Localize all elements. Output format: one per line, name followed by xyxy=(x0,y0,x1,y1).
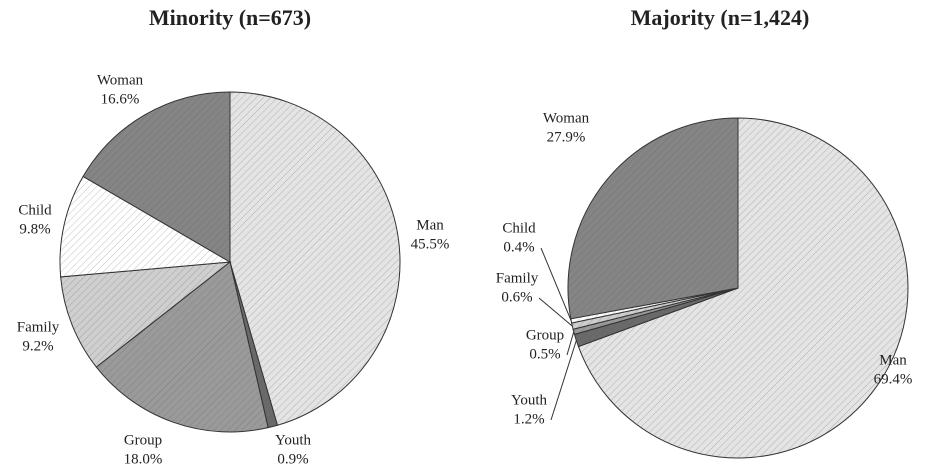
chart-title: Majority (n=1,424) xyxy=(631,5,810,30)
slice-label: Group xyxy=(124,432,162,448)
slice-label: Child xyxy=(502,220,536,236)
slice-hatch xyxy=(83,92,230,262)
leader-line xyxy=(540,247,572,322)
slice-hatch xyxy=(574,288,738,347)
slice-label: Youth xyxy=(275,432,311,448)
leader-line xyxy=(538,297,573,327)
slice-label: Family xyxy=(496,270,539,286)
leader-line xyxy=(566,331,575,356)
slice-value: 0.6% xyxy=(501,289,532,305)
slice-value: 0.5% xyxy=(529,346,560,362)
slice-label: Youth xyxy=(511,392,547,408)
slice-value: 9.8% xyxy=(19,221,50,237)
slice-label: Family xyxy=(17,319,60,335)
slice-value: 27.9% xyxy=(547,129,586,145)
slice-value: 18.0% xyxy=(124,451,163,467)
slice-value: 9.2% xyxy=(22,338,53,354)
slice-value: 16.6% xyxy=(101,91,140,107)
slice-value: 69.4% xyxy=(874,371,913,387)
slice-hatch xyxy=(60,176,231,277)
slice-value: 0.4% xyxy=(503,239,534,255)
slice-label: Child xyxy=(18,202,52,218)
slice-hatch xyxy=(96,262,269,432)
slice-value: 0.9% xyxy=(277,451,308,467)
slice-value: 45.5% xyxy=(411,236,450,252)
chart-title: Minority (n=673) xyxy=(149,5,311,30)
slice-hatch xyxy=(573,288,738,335)
slice-label: Woman xyxy=(97,72,144,88)
slice-label: Man xyxy=(416,217,444,233)
slice-hatch xyxy=(60,262,230,368)
slice-hatch xyxy=(230,262,278,428)
slice-hatch xyxy=(570,288,738,323)
slice-hatch xyxy=(230,92,401,426)
slice-hatch xyxy=(578,118,908,458)
slice-value: 1.2% xyxy=(513,411,544,427)
leader-line xyxy=(550,340,577,421)
slice-label: Woman xyxy=(543,110,590,126)
slice-hatch xyxy=(571,288,738,330)
slice-label: Group xyxy=(526,327,564,343)
slice-hatch xyxy=(568,118,738,319)
slice-label: Man xyxy=(879,352,907,368)
